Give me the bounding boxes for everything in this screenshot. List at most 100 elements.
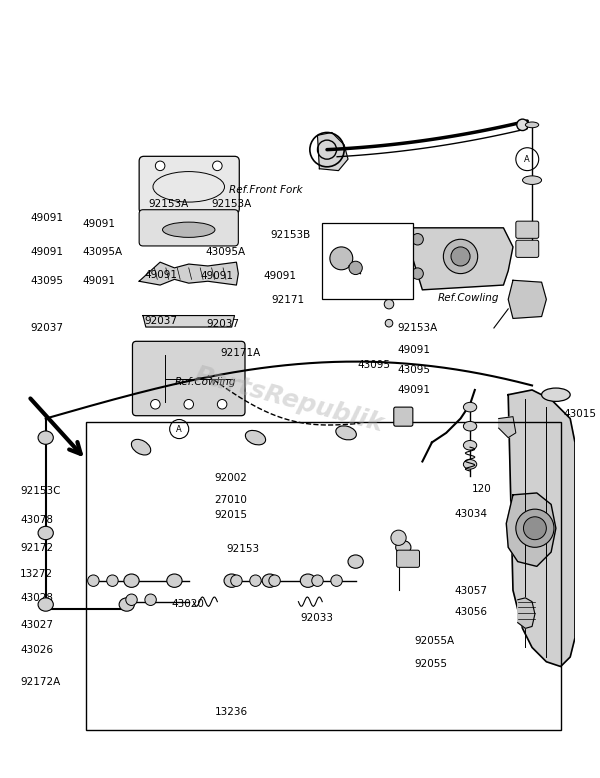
Ellipse shape bbox=[38, 431, 53, 444]
Text: 92033: 92033 bbox=[301, 612, 334, 622]
Circle shape bbox=[451, 247, 470, 266]
Ellipse shape bbox=[463, 422, 477, 431]
Text: 43020: 43020 bbox=[172, 599, 205, 609]
Ellipse shape bbox=[463, 460, 477, 469]
Text: 92153C: 92153C bbox=[20, 486, 61, 496]
Text: 43095: 43095 bbox=[358, 359, 391, 370]
Text: 92037: 92037 bbox=[206, 319, 239, 329]
FancyBboxPatch shape bbox=[397, 550, 419, 567]
Circle shape bbox=[269, 575, 280, 587]
Ellipse shape bbox=[463, 402, 477, 412]
Text: 43056: 43056 bbox=[455, 607, 488, 617]
Polygon shape bbox=[506, 493, 556, 566]
Text: 92153A: 92153A bbox=[398, 323, 438, 333]
Circle shape bbox=[155, 161, 165, 170]
Text: 92015: 92015 bbox=[214, 510, 247, 520]
Polygon shape bbox=[518, 598, 535, 629]
Circle shape bbox=[384, 300, 394, 309]
Ellipse shape bbox=[119, 598, 134, 612]
Polygon shape bbox=[508, 390, 575, 667]
Bar bbox=[322, 223, 413, 300]
Ellipse shape bbox=[523, 176, 542, 184]
Circle shape bbox=[330, 247, 353, 270]
Circle shape bbox=[331, 575, 342, 587]
Circle shape bbox=[230, 575, 242, 587]
Text: 120: 120 bbox=[472, 484, 492, 494]
Circle shape bbox=[212, 161, 222, 170]
Bar bbox=[86, 422, 560, 731]
Polygon shape bbox=[139, 262, 238, 285]
FancyBboxPatch shape bbox=[139, 210, 238, 246]
Text: 92002: 92002 bbox=[214, 473, 247, 483]
Circle shape bbox=[217, 399, 227, 409]
Text: 49091: 49091 bbox=[398, 385, 431, 395]
Circle shape bbox=[151, 399, 160, 409]
Ellipse shape bbox=[542, 388, 570, 401]
Text: 43095: 43095 bbox=[398, 366, 431, 376]
Text: 43057: 43057 bbox=[455, 586, 488, 596]
Ellipse shape bbox=[336, 426, 356, 440]
Text: 43034: 43034 bbox=[455, 509, 488, 519]
Text: 92055A: 92055A bbox=[415, 636, 455, 647]
Circle shape bbox=[443, 240, 478, 274]
Circle shape bbox=[383, 284, 395, 296]
Text: 92171A: 92171A bbox=[220, 349, 260, 359]
Text: 43095: 43095 bbox=[30, 275, 63, 286]
Ellipse shape bbox=[348, 555, 363, 568]
Circle shape bbox=[126, 594, 137, 605]
Ellipse shape bbox=[395, 541, 411, 554]
Circle shape bbox=[145, 594, 157, 605]
Text: 92153A: 92153A bbox=[149, 198, 189, 209]
Text: 43015: 43015 bbox=[563, 408, 596, 419]
Text: 43026: 43026 bbox=[20, 645, 53, 655]
Circle shape bbox=[391, 530, 406, 545]
Text: PartsRepublik: PartsRepublik bbox=[191, 363, 386, 436]
FancyBboxPatch shape bbox=[139, 156, 239, 213]
Ellipse shape bbox=[124, 574, 139, 587]
Text: Ref.Front Fork: Ref.Front Fork bbox=[229, 185, 302, 195]
Circle shape bbox=[107, 575, 118, 587]
Text: 43028: 43028 bbox=[20, 593, 53, 603]
Text: 49091: 49091 bbox=[200, 272, 233, 281]
Text: 92153B: 92153B bbox=[271, 230, 311, 240]
Circle shape bbox=[516, 509, 554, 547]
Circle shape bbox=[88, 575, 99, 587]
Ellipse shape bbox=[245, 430, 266, 445]
FancyBboxPatch shape bbox=[394, 407, 413, 426]
Text: A: A bbox=[176, 425, 182, 433]
Ellipse shape bbox=[463, 440, 477, 450]
Polygon shape bbox=[143, 316, 235, 327]
Text: 49091: 49091 bbox=[30, 213, 63, 223]
Text: 92037: 92037 bbox=[30, 323, 63, 333]
Ellipse shape bbox=[526, 122, 539, 128]
Ellipse shape bbox=[38, 598, 53, 612]
Text: 92037: 92037 bbox=[145, 316, 178, 326]
Ellipse shape bbox=[262, 574, 277, 587]
Text: 92172A: 92172A bbox=[20, 677, 60, 687]
Text: 92153A: 92153A bbox=[212, 198, 252, 209]
Text: 92153: 92153 bbox=[226, 544, 259, 553]
Text: 13272: 13272 bbox=[20, 569, 53, 580]
Circle shape bbox=[412, 233, 424, 245]
Circle shape bbox=[250, 575, 261, 587]
Ellipse shape bbox=[131, 440, 151, 455]
Text: 49091: 49091 bbox=[83, 219, 116, 230]
Ellipse shape bbox=[163, 222, 215, 237]
Circle shape bbox=[523, 517, 547, 540]
Circle shape bbox=[517, 119, 528, 131]
Ellipse shape bbox=[167, 574, 182, 587]
Text: 27010: 27010 bbox=[214, 496, 247, 505]
Text: Ref.Cowling: Ref.Cowling bbox=[437, 293, 499, 303]
Text: 49091: 49091 bbox=[263, 272, 296, 281]
Circle shape bbox=[184, 399, 194, 409]
Text: 49091: 49091 bbox=[83, 275, 116, 286]
FancyBboxPatch shape bbox=[516, 240, 539, 258]
Text: 49091: 49091 bbox=[398, 345, 431, 356]
FancyBboxPatch shape bbox=[133, 342, 245, 415]
Circle shape bbox=[349, 261, 362, 275]
Circle shape bbox=[385, 320, 393, 327]
Polygon shape bbox=[499, 417, 516, 438]
Ellipse shape bbox=[301, 574, 316, 587]
Ellipse shape bbox=[38, 527, 53, 540]
Text: 13236: 13236 bbox=[214, 706, 248, 717]
